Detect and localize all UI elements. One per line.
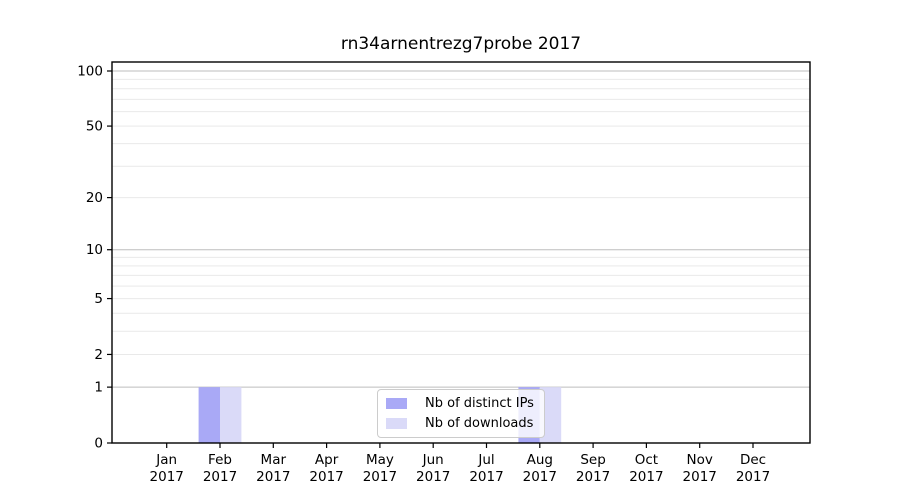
x-tick-label-year: 2017 (629, 469, 663, 485)
chart-title: rn34arnentrezg7probe 2017 (340, 34, 582, 54)
y-tick-label: 20 (86, 190, 103, 206)
legend-label-downloads: Nb of downloads (425, 415, 534, 431)
downloads-swatch (386, 417, 407, 429)
x-tick-label-year: 2017 (416, 469, 450, 485)
x-tick-label-year: 2017 (203, 469, 237, 485)
y-tick-label: 2 (94, 347, 103, 363)
x-tick-label-month: Feb (208, 452, 232, 468)
x-tick-label-month: Oct (635, 452, 658, 468)
x-tick-label-month: Aug (527, 452, 553, 468)
bar-feb-downloads (220, 387, 242, 443)
y-tick-label: 10 (86, 242, 103, 258)
y-tick-label: 50 (86, 119, 103, 135)
y-tick-label: 1 (94, 380, 103, 396)
x-tick-label-year: 2017 (736, 469, 770, 485)
x-tick-label-month: Jul (477, 452, 494, 468)
x-tick-label-year: 2017 (523, 469, 557, 485)
legend-item-downloads: Nb of downloads (386, 417, 536, 430)
legend: Nb of distinct IPs Nb of downloads (377, 389, 545, 438)
x-tick-label-month: Jan (155, 452, 177, 468)
x-tick-label-year: 2017 (469, 469, 503, 485)
legend-label-distinct-ips: Nb of distinct IPs (425, 396, 534, 412)
x-tick-label-month: Dec (740, 452, 766, 468)
y-tick-label: 100 (77, 64, 103, 80)
distinct-ips-swatch (386, 398, 407, 410)
x-tick-label-year: 2017 (363, 469, 397, 485)
x-tick-label-month: Mar (261, 452, 287, 468)
x-tick-label-month: Jun (422, 452, 444, 468)
bar-feb-distinct-ips (198, 387, 220, 443)
x-tick-label-month: May (366, 452, 394, 468)
bar-aug-downloads (539, 387, 562, 443)
x-tick-label-month: Apr (315, 452, 339, 468)
x-tick-label-year: 2017 (683, 469, 717, 485)
y-tick-label: 0 (94, 436, 103, 452)
x-tick-label-month: Nov (687, 452, 713, 468)
x-tick-label-month: Sep (580, 452, 605, 468)
x-tick-label-year: 2017 (256, 469, 290, 485)
y-tick-label: 5 (94, 291, 103, 307)
x-tick-label-year: 2017 (309, 469, 343, 485)
axes-spines (111, 61, 811, 444)
x-tick-label-year: 2017 (150, 469, 184, 485)
x-tick-label-year: 2017 (576, 469, 610, 485)
legend-item-distinct-ips: Nb of distinct IPs (386, 397, 536, 410)
